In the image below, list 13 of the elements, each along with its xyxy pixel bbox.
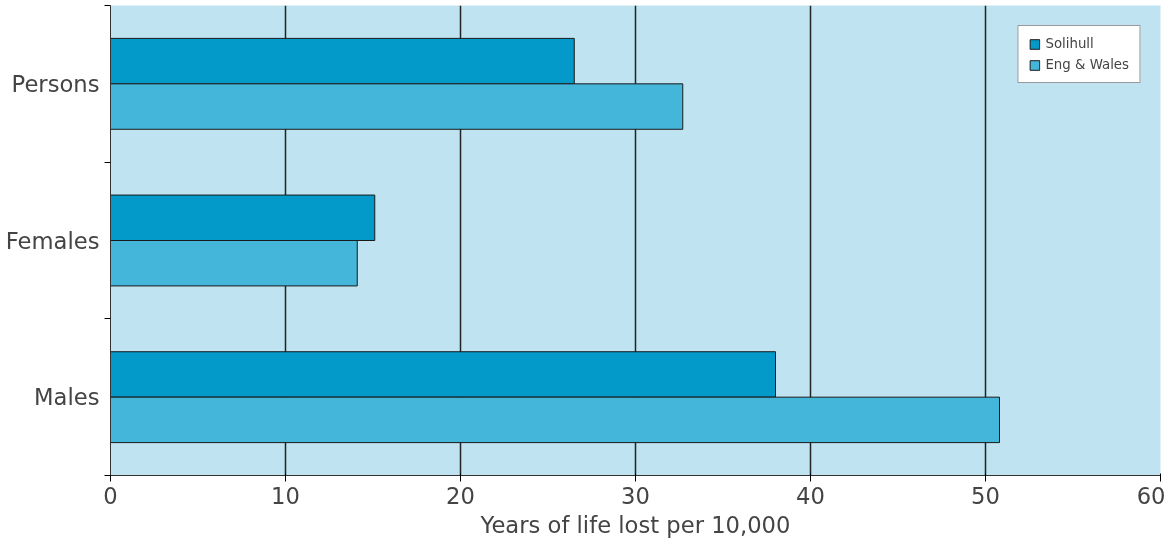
x-tick-label: 40 bbox=[796, 482, 825, 509]
legend-label: Solihull bbox=[1045, 36, 1094, 51]
y-tick-label: Males bbox=[34, 384, 100, 411]
x-tick-label: 20 bbox=[446, 482, 475, 509]
legend-label: Eng & Wales bbox=[1045, 57, 1129, 72]
x-tick-label: 60 bbox=[1136, 482, 1166, 509]
x-tick-label: 10 bbox=[271, 482, 300, 509]
x-tick-label: 0 bbox=[103, 482, 118, 509]
x-tick-label: 30 bbox=[621, 482, 650, 509]
y-tick-label: Females bbox=[5, 227, 100, 254]
y-tick-label: Persons bbox=[11, 70, 100, 97]
x-tick-label: 50 bbox=[971, 482, 1000, 509]
x-axis-title: Years of life lost per 10,000 bbox=[479, 511, 791, 538]
